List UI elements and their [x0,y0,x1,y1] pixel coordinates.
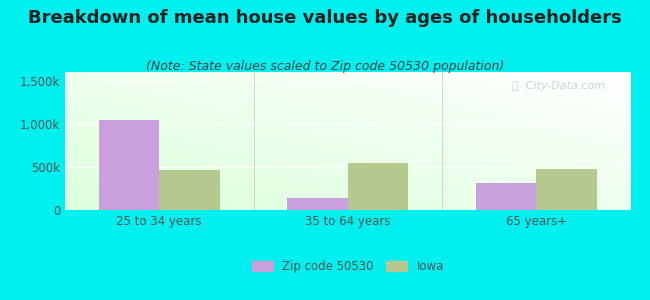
Bar [287,198,348,210]
Text: ⓘ  City-Data.com: ⓘ City-Data.com [512,81,605,91]
Legend: Zip code 50530, Iowa: Zip code 50530, Iowa [252,260,444,273]
Text: (Note: State values scaled to Zip code 50530 population): (Note: State values scaled to Zip code 5… [146,60,504,73]
Bar [476,183,536,210]
Bar [348,164,408,210]
Bar [536,169,597,210]
Text: Breakdown of mean house values by ages of householders: Breakdown of mean house values by ages o… [28,9,622,27]
Bar [159,170,220,210]
Bar [99,120,159,210]
